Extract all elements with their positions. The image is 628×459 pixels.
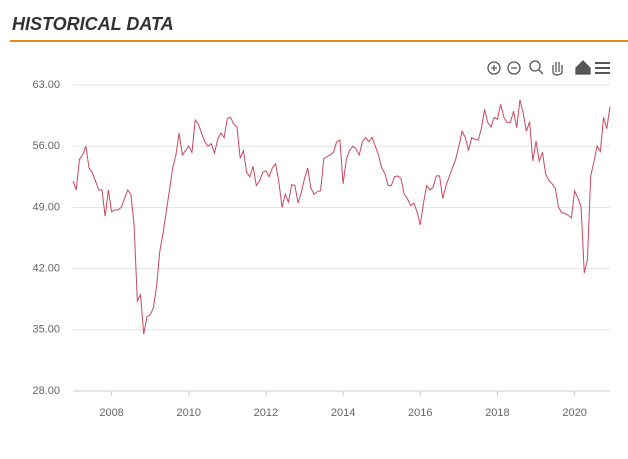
x-tick-label: 2012 xyxy=(254,407,278,419)
zoom-in[interactable] xyxy=(487,61,501,75)
title: HISTORICAL DATA xyxy=(12,14,174,34)
toolbar[interactable] xyxy=(487,60,610,76)
y-tick-label: 63.00 xyxy=(32,79,60,91)
x-tick-label: 2008 xyxy=(99,407,123,419)
y-tick-label: 35.00 xyxy=(32,324,60,336)
home[interactable] xyxy=(575,60,591,75)
data-line xyxy=(72,99,611,335)
y-tick-label: 56.00 xyxy=(32,140,60,152)
zoom-out[interactable] xyxy=(507,61,521,75)
zoom[interactable] xyxy=(529,60,541,72)
y-tick-label: 49.00 xyxy=(32,201,60,213)
chart: 28.00 35.00 42.00 49.00 56.00 63.00 2008 2010 20… xyxy=(32,60,611,419)
x-tick-label: 2020 xyxy=(562,407,586,419)
y-tick-label: 42.00 xyxy=(32,263,60,275)
x-tick-label: 2010 xyxy=(177,407,201,419)
title-rule xyxy=(10,40,628,42)
menu[interactable] xyxy=(595,62,610,74)
pan[interactable] xyxy=(552,62,563,76)
y-tick-label: 28.00 xyxy=(32,385,60,397)
x-tick-label: 2016 xyxy=(408,407,432,419)
x-tick-label: 2018 xyxy=(485,407,509,419)
x-tick-label: 2014 xyxy=(331,407,355,419)
